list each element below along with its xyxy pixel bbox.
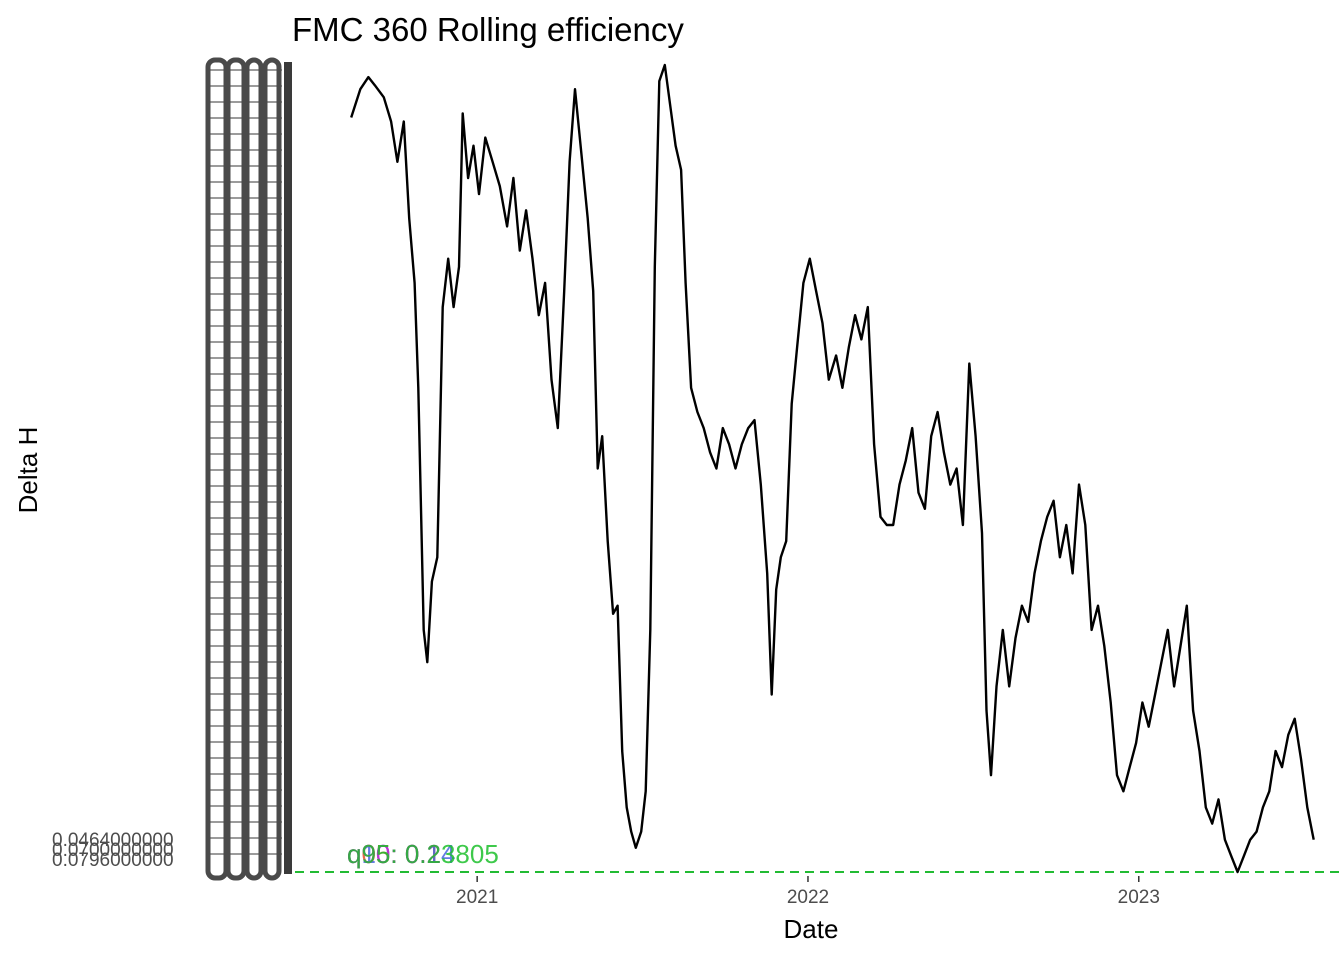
- x-tick-label: 2023: [1118, 887, 1160, 908]
- x-tick-label: 2022: [787, 887, 829, 908]
- quantile-annotation: q95: 0.23805: [347, 839, 499, 869]
- x-axis-title: Date: [784, 914, 839, 944]
- y-axis-overplotted-ticks: [205, 57, 282, 881]
- series-line: [350, 63, 1315, 874]
- quantile-annotation: q05: 0.1: [347, 839, 441, 869]
- quantile-annotation: q10: 0.14: [347, 839, 455, 869]
- y-axis-bar: [284, 62, 292, 874]
- y-axis-title: Delta H: [13, 427, 43, 514]
- y-tick-label: 0.0464000000: [52, 830, 174, 851]
- x-axis-ticks: 2021 2022 2023: [456, 876, 1160, 908]
- quantile-annotation: q90: 0.2: [347, 839, 441, 869]
- y-tick-label: 0.0796000000: [52, 850, 174, 871]
- chart-title: FMC 360 Rolling efficiency: [292, 11, 684, 48]
- series-group: [350, 63, 1315, 874]
- x-tick-label: 2021: [456, 887, 498, 908]
- y-tick-label: 0.0700000000: [52, 840, 174, 861]
